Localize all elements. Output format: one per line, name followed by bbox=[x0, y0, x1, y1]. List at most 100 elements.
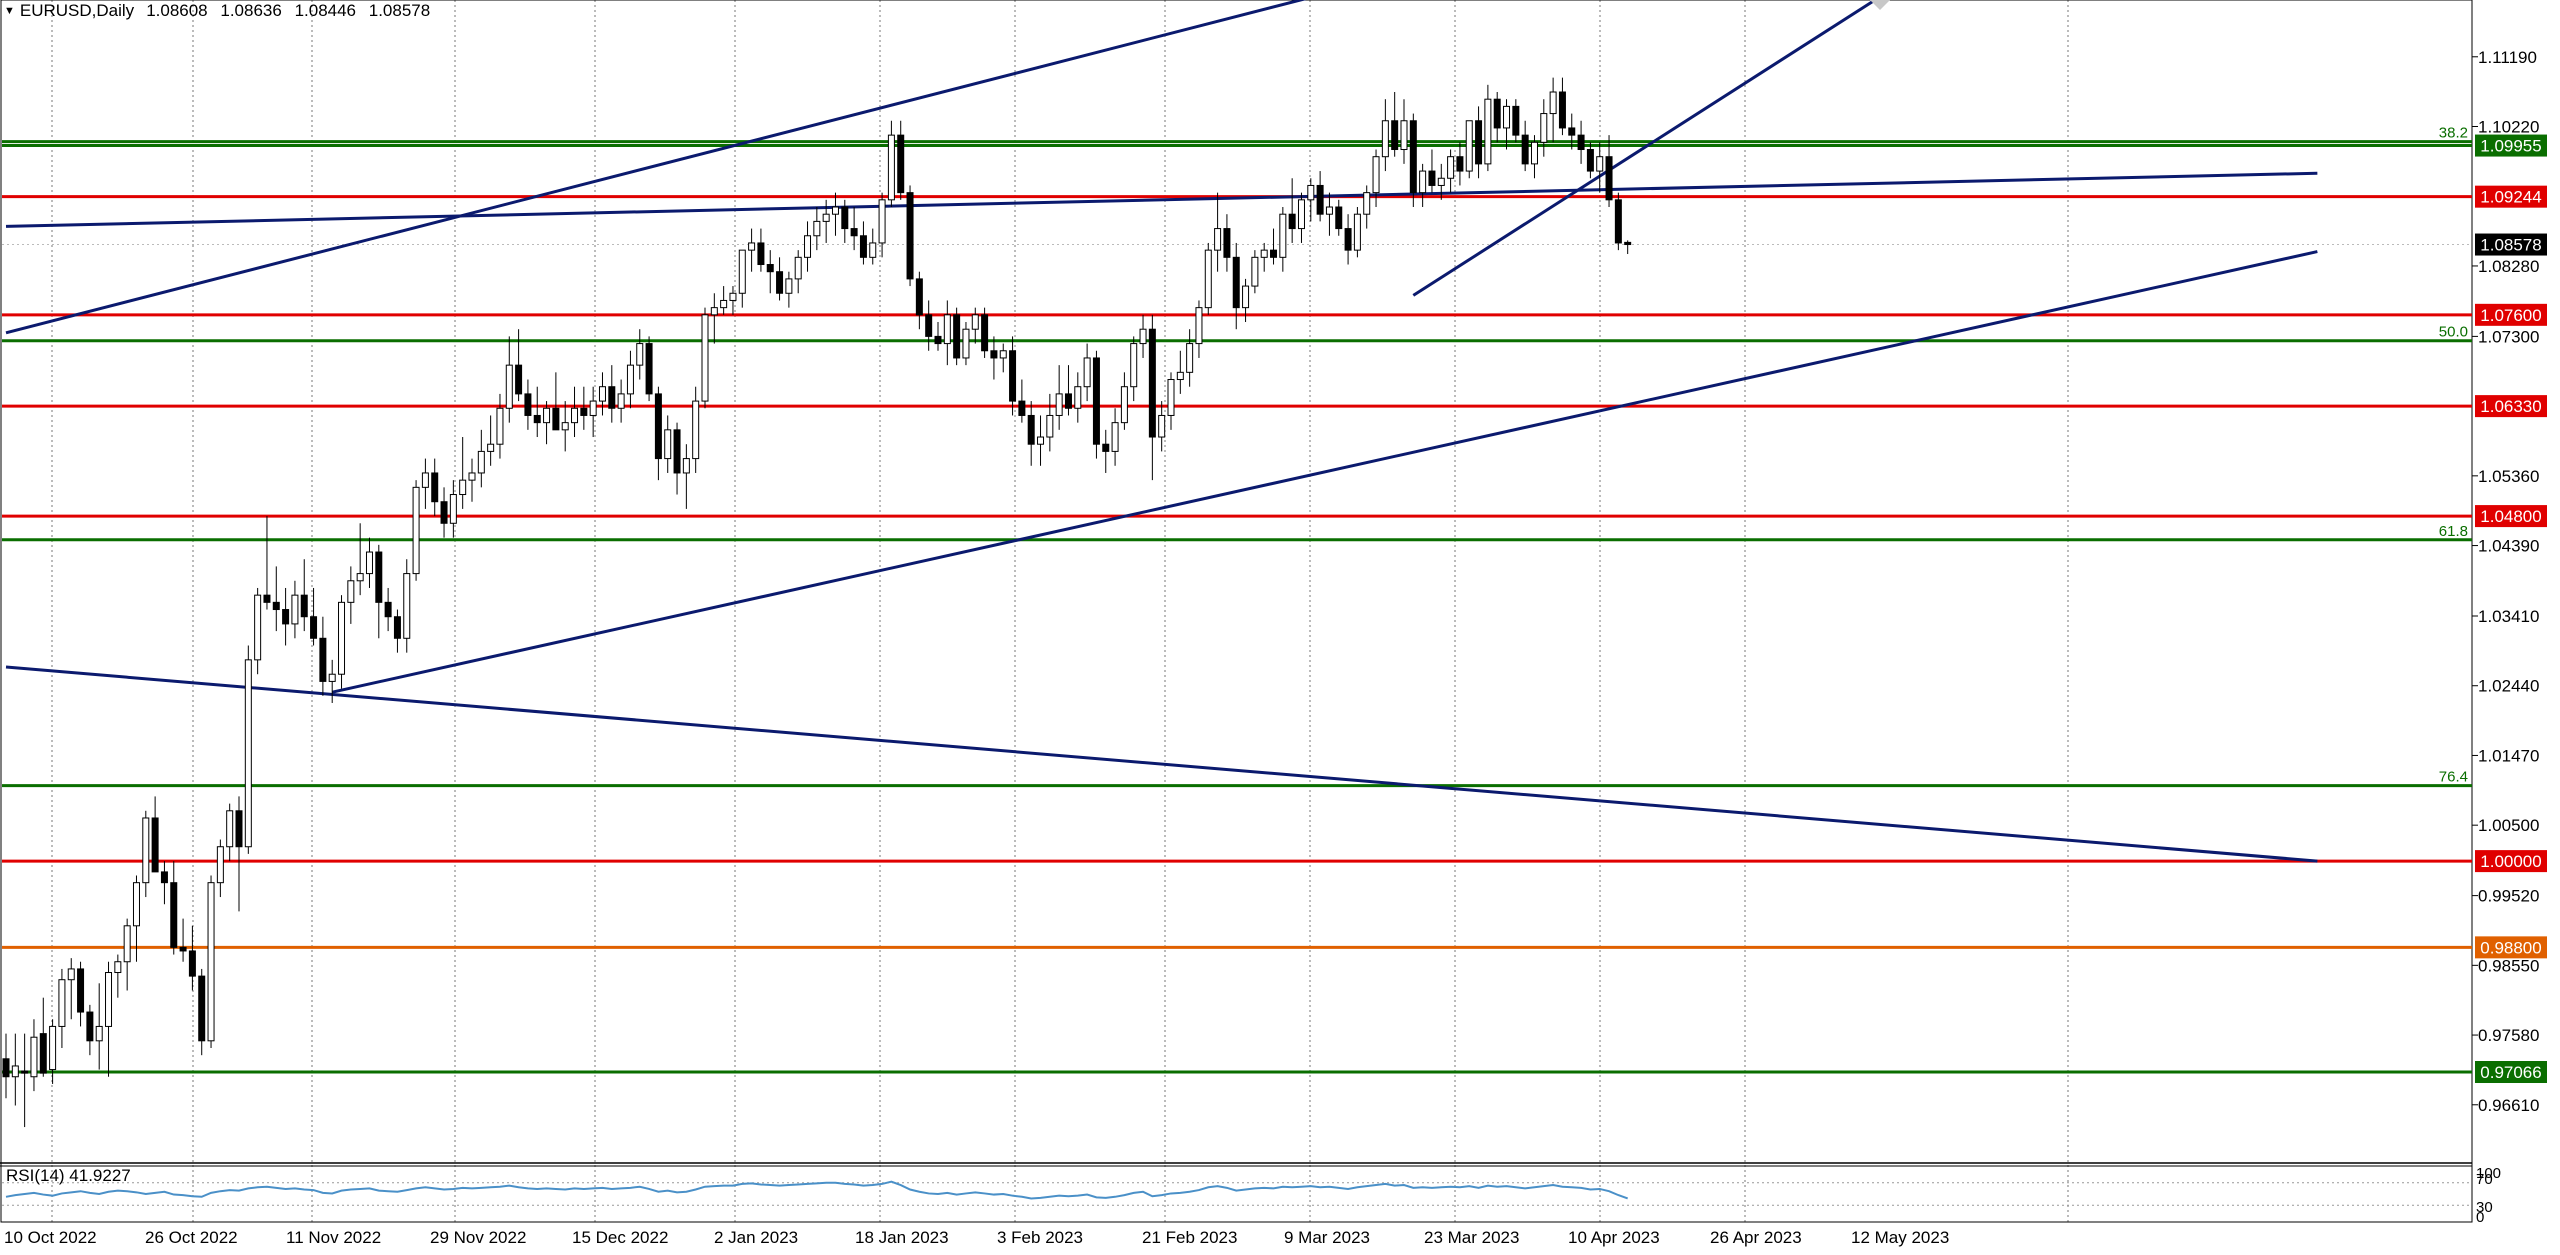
trendline bbox=[5, 171, 2318, 228]
candle bbox=[1512, 99, 1520, 143]
scroll-marker-icon[interactable] bbox=[1870, 0, 1890, 10]
candle bbox=[310, 587, 318, 646]
candle bbox=[449, 480, 457, 538]
candle bbox=[589, 386, 597, 438]
candle-body bbox=[1503, 105, 1511, 129]
candle bbox=[1139, 314, 1147, 358]
candle bbox=[533, 386, 541, 438]
candle bbox=[1372, 149, 1380, 208]
high-value: 1.08636 bbox=[220, 1, 282, 20]
candle bbox=[720, 286, 728, 315]
candle bbox=[1586, 142, 1594, 179]
candle bbox=[272, 566, 280, 632]
candle-body bbox=[654, 393, 662, 460]
candle bbox=[282, 587, 290, 646]
chart-title-bar: ▼ EURUSD,Daily 1.08608 1.08636 1.08446 1… bbox=[0, 0, 438, 22]
trendlines[interactable] bbox=[5, 0, 2318, 863]
date-label: 2 Jan 2023 bbox=[714, 1228, 798, 1247]
candle bbox=[328, 659, 336, 703]
candle-body bbox=[1223, 228, 1231, 258]
candle bbox=[1167, 372, 1175, 430]
candle-body bbox=[617, 393, 625, 409]
candle-body bbox=[664, 429, 672, 460]
candle bbox=[1064, 365, 1072, 416]
candle bbox=[1437, 163, 1445, 200]
price-level-tag-label: 1.06330 bbox=[2480, 397, 2541, 416]
candle-body bbox=[1279, 213, 1287, 258]
candle-body bbox=[58, 979, 66, 1027]
candle-body bbox=[841, 206, 849, 230]
rsi-line bbox=[5, 1180, 1629, 1200]
candle bbox=[1037, 415, 1045, 466]
candle bbox=[1186, 329, 1194, 387]
candle-body bbox=[86, 1011, 94, 1042]
candle-body bbox=[720, 299, 728, 309]
candle-body bbox=[729, 292, 737, 301]
price-tick-label: 1.10220 bbox=[2478, 118, 2539, 137]
price-tick-label: 1.07300 bbox=[2478, 327, 2539, 346]
current-price-tag-label: 1.08578 bbox=[2480, 236, 2541, 255]
candle-body bbox=[1428, 170, 1436, 186]
candle-body bbox=[608, 386, 616, 409]
candle bbox=[654, 386, 662, 481]
ohlc-values: 1.08608 1.08636 1.08446 1.08578 bbox=[146, 1, 438, 21]
candle-body bbox=[263, 594, 271, 603]
candle bbox=[831, 192, 839, 236]
candle bbox=[869, 228, 877, 265]
candle bbox=[645, 336, 653, 402]
candle-body bbox=[1363, 192, 1371, 215]
candle-body bbox=[738, 249, 746, 294]
candle-body bbox=[645, 343, 653, 395]
candle-body bbox=[1046, 414, 1054, 438]
candle-body bbox=[1307, 184, 1315, 201]
candle-body bbox=[906, 192, 914, 280]
plot-frame bbox=[0, 0, 2473, 1223]
candle-body bbox=[515, 364, 523, 395]
candle bbox=[39, 997, 47, 1077]
rsi-axis-label: 100 bbox=[2476, 1165, 2501, 1182]
candle-body bbox=[543, 407, 551, 424]
candle-body bbox=[1335, 206, 1343, 230]
candle bbox=[571, 386, 579, 438]
date-label: 29 Nov 2022 bbox=[430, 1228, 526, 1247]
price-level-tag-label: 1.09244 bbox=[2480, 188, 2541, 207]
candle bbox=[440, 487, 448, 538]
candle-body bbox=[524, 393, 532, 416]
candle bbox=[1400, 99, 1408, 164]
dropdown-arrow-icon[interactable]: ▼ bbox=[4, 5, 15, 17]
candle-body bbox=[1167, 379, 1175, 416]
candle bbox=[487, 415, 495, 466]
candle bbox=[114, 954, 122, 998]
candle bbox=[1130, 336, 1138, 402]
candle bbox=[1596, 142, 1604, 193]
candle bbox=[859, 221, 867, 265]
candle bbox=[160, 861, 168, 905]
candle bbox=[226, 803, 234, 862]
candle-body bbox=[1465, 120, 1473, 172]
price-tick-label: 1.08280 bbox=[2478, 257, 2539, 276]
candle bbox=[841, 199, 849, 243]
candle bbox=[692, 386, 700, 473]
candle-body bbox=[1270, 249, 1278, 258]
candle-body bbox=[1064, 393, 1072, 409]
candle bbox=[1102, 429, 1110, 473]
candle-body bbox=[431, 472, 439, 503]
candle-body bbox=[2, 1058, 10, 1078]
close-value: 1.08578 bbox=[368, 1, 431, 20]
candle-body bbox=[1111, 422, 1119, 452]
candle bbox=[897, 120, 905, 200]
candle-body bbox=[505, 364, 513, 409]
candle-body bbox=[1568, 127, 1576, 136]
rsi-axis-label: 0 bbox=[2476, 1209, 2484, 1226]
price-axis: 1.11190 1.10220 1.08280 1.07300 1.05360 1.043… bbox=[2472, 0, 2560, 1250]
candle-body bbox=[440, 501, 448, 524]
candle bbox=[1307, 178, 1315, 222]
candle bbox=[1316, 171, 1324, 222]
price-tick-label: 1.02440 bbox=[2478, 677, 2539, 696]
candle bbox=[813, 207, 821, 251]
candle-body bbox=[1549, 91, 1557, 115]
price-tick-label: 1.04390 bbox=[2478, 537, 2539, 556]
candle bbox=[1456, 142, 1464, 186]
